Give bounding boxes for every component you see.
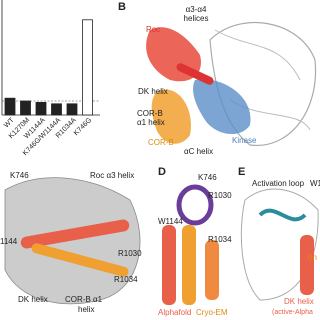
label: K746 <box>10 171 29 180</box>
label: helices <box>184 14 209 23</box>
label: 1144 <box>0 237 18 246</box>
label: W1 <box>310 179 320 188</box>
label: DK helix <box>138 87 168 96</box>
label: (in <box>308 253 317 262</box>
bar <box>20 100 31 116</box>
bar <box>4 97 16 116</box>
label: Cryo-EM <box>196 308 228 317</box>
bars <box>4 19 93 116</box>
panel-a <box>1 0 100 116</box>
helix <box>31 243 129 277</box>
label: Roc α3 helix <box>90 171 134 180</box>
label: COR-B <box>137 109 163 118</box>
label: R1030 <box>208 191 232 200</box>
label: α1 helix <box>137 118 165 127</box>
bar <box>51 103 62 116</box>
helix <box>205 240 219 300</box>
label: R1034 <box>114 275 138 284</box>
corb-domain <box>151 89 191 144</box>
panel-b <box>146 21 317 146</box>
label: R1030 <box>118 249 142 258</box>
label: COR-B α1 <box>65 295 103 304</box>
label: COR-B <box>148 138 174 147</box>
helix <box>20 219 130 249</box>
label: DK helix <box>18 295 48 304</box>
label: W1144 <box>158 217 183 226</box>
kinase-domain <box>193 79 251 135</box>
panel-e <box>240 188 319 301</box>
panel-label: B <box>118 1 126 13</box>
alphafold-helix <box>162 225 176 305</box>
label: K746 <box>198 173 217 182</box>
panel-d <box>162 184 219 305</box>
label: α3-α4 <box>186 5 207 14</box>
panel-c <box>0 165 150 320</box>
x-tick-label: K746G <box>73 117 93 137</box>
bar <box>66 103 78 116</box>
dk-helix <box>176 63 214 85</box>
panel-label: D <box>158 166 166 178</box>
activation-loop <box>258 208 307 222</box>
purple-helix <box>176 184 214 226</box>
panel-label: E <box>238 166 245 178</box>
label: R1034 <box>208 235 232 244</box>
label: helix <box>78 305 94 314</box>
label: DK helix <box>284 297 314 306</box>
label: Alphafold <box>158 308 191 317</box>
label: αC helix <box>184 147 213 156</box>
dk-helix <box>300 235 314 295</box>
label: Roc <box>146 25 160 34</box>
label: (active-Alpha <box>272 309 313 316</box>
label: Kinase <box>232 136 257 145</box>
label: Activation loop <box>252 179 305 188</box>
bar <box>35 102 47 116</box>
bar <box>82 19 93 116</box>
cryoem-helix <box>182 225 196 305</box>
